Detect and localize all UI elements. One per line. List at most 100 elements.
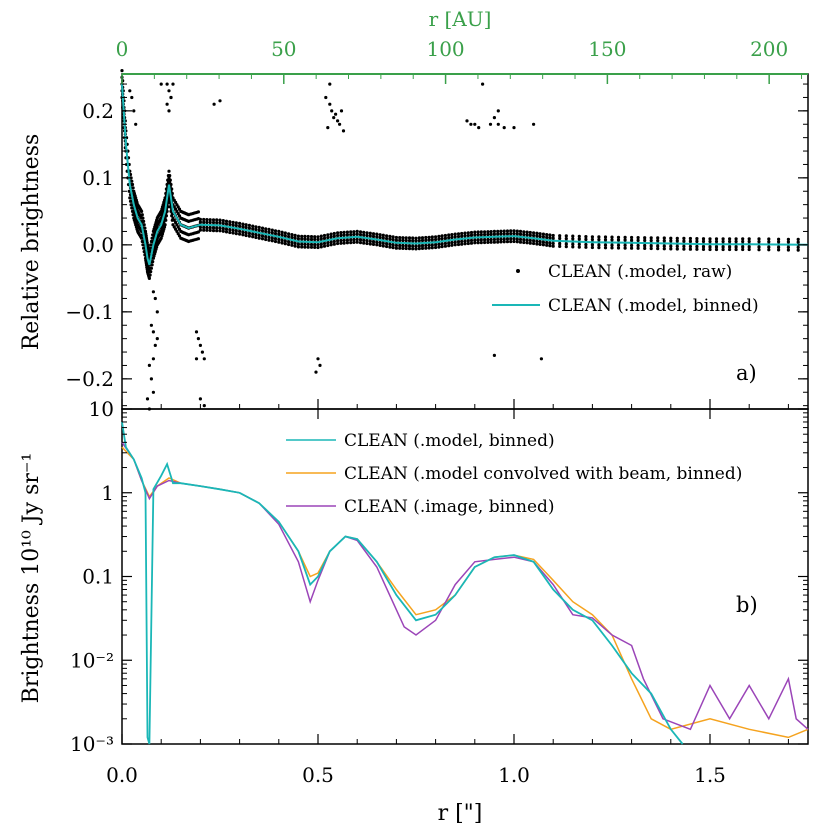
raw-point [796,237,800,241]
raw-point [280,230,284,234]
a-ytick-label: 0.2 [82,99,114,123]
raw-point [283,242,287,246]
raw-point [196,210,200,214]
raw-point [545,233,549,237]
raw-point [453,243,457,247]
raw-point [610,246,614,250]
raw-point [168,178,172,182]
raw-point [522,232,526,237]
raw-point [141,216,145,220]
raw-point [326,126,330,130]
raw-point [202,357,206,361]
raw-point [290,233,294,237]
raw-point [469,241,474,245]
raw-point [228,230,232,235]
raw-point [287,242,291,247]
raw-point [662,239,666,243]
raw-point [254,225,258,229]
raw-point [149,270,153,274]
raw-point [358,230,363,234]
raw-point [221,219,225,223]
raw-point [443,233,447,238]
panel-a-series [120,69,809,411]
raw-point [165,102,169,106]
raw-point [338,122,342,126]
legend-raw-marker [516,269,520,273]
raw-point [427,246,431,250]
raw-point [296,242,300,246]
a-ytick-label: −0.1 [65,300,114,324]
raw-point [466,231,470,235]
raw-point [443,241,447,246]
raw-point [486,232,490,236]
raw-point [541,240,546,244]
raw-point [502,240,506,244]
raw-point [688,236,693,241]
raw-point [427,235,431,239]
raw-point [300,234,304,238]
raw-point [296,234,300,238]
raw-point [538,234,542,238]
raw-point [708,237,712,241]
raw-point [701,245,706,249]
raw-point [767,240,771,244]
raw-point [558,236,562,240]
raw-point [306,245,310,249]
raw-point [747,245,751,249]
raw-point [714,237,719,241]
raw-point [270,228,274,232]
raw-point [287,240,291,244]
raw-point [355,229,359,233]
raw-point [473,230,477,234]
raw-point [391,243,395,247]
raw-point [469,122,473,126]
raw-point [283,231,287,235]
raw-point [682,239,686,243]
raw-point [170,187,174,191]
raw-point [518,237,523,242]
raw-point [300,245,304,249]
raw-point [476,238,480,242]
raw-point [349,230,353,234]
raw-point [260,234,265,238]
raw-point [437,242,441,246]
raw-point [466,241,470,246]
raw-point [336,119,340,123]
raw-point [375,243,379,247]
raw-point [535,242,539,246]
raw-point [590,245,595,250]
raw-point [401,246,405,250]
raw-point [407,247,412,251]
raw-point [349,241,353,245]
raw-point [352,232,356,236]
raw-point [577,237,581,241]
raw-point [221,221,225,225]
raw-point [564,237,568,241]
panel-b-y-ticks: 10 1 0.1 10⁻² 10⁻³ [70,397,808,756]
panel-a-tag: a) [736,361,757,385]
raw-point [341,129,346,133]
raw-point [584,237,588,241]
raw-point [597,235,601,239]
raw-point [306,242,310,247]
raw-point [424,235,428,240]
panel-b-legend: CLEAN (.model, binned) CLEAN (.model con… [286,431,742,517]
raw-point [499,240,503,244]
raw-point [339,239,343,243]
raw-point [734,239,738,244]
raw-point [170,191,174,196]
raw-point [147,276,151,280]
raw-point [476,230,480,234]
raw-point [525,233,529,237]
raw-point [411,239,415,243]
raw-point [151,330,155,334]
raw-point [149,266,153,270]
raw-point [728,245,732,249]
raw-point [721,247,725,252]
raw-point [332,242,336,246]
raw-point [277,240,281,244]
raw-point [488,122,493,126]
raw-point [270,236,274,240]
raw-point [329,240,333,244]
raw-point [496,229,500,233]
